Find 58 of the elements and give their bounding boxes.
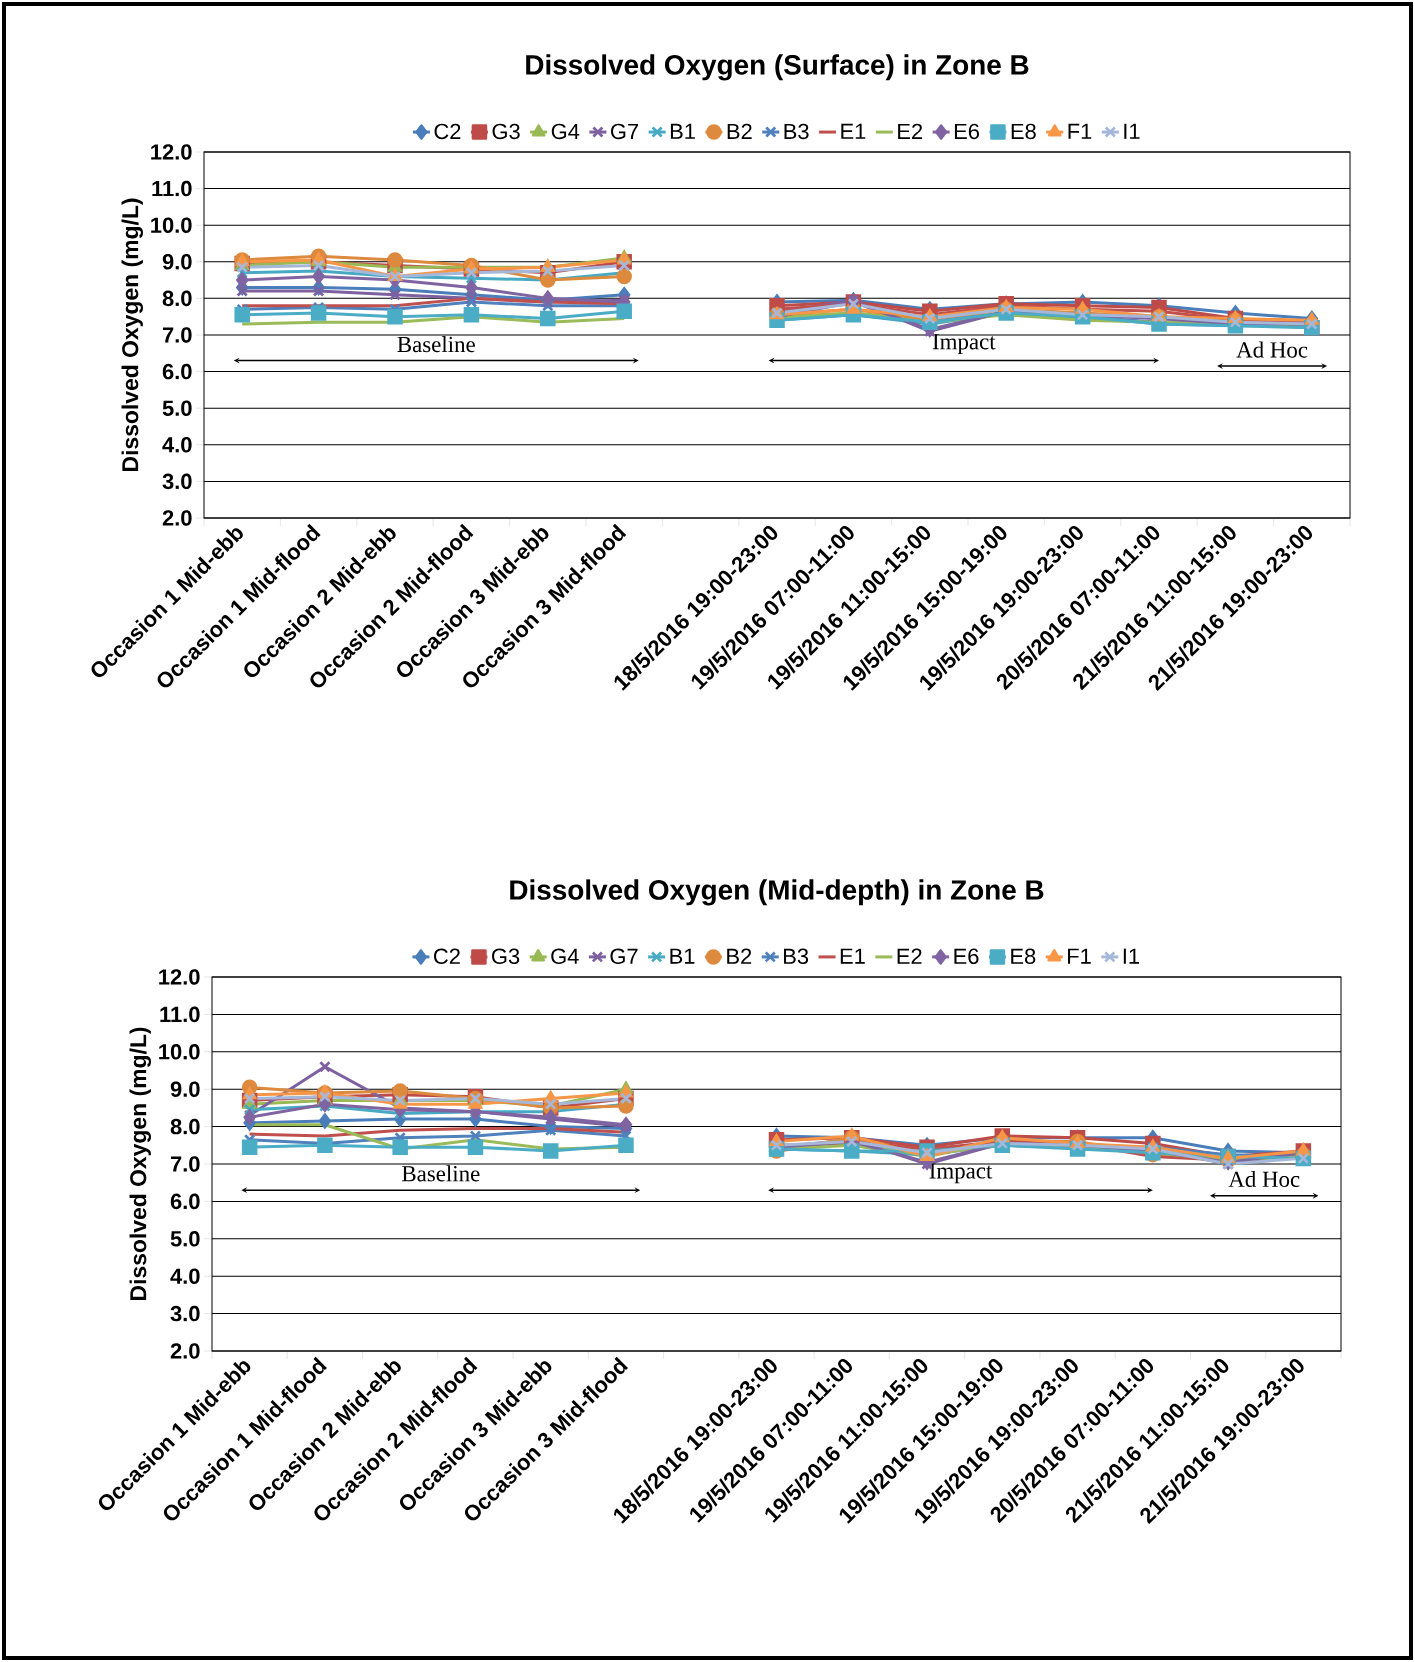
annotation: Baseline [397,336,475,353]
y-tick-label: 2.0 [162,510,192,526]
legend-label: B3 [784,123,809,140]
legend-label: E6 [954,948,979,965]
legend-label: E1 [840,948,865,964]
y-tick-label: 6.0 [162,363,192,380]
legend-label: G7 [610,948,638,965]
legend-label: E2 [898,123,923,139]
y-tick-label: 11.0 [160,1006,200,1023]
annotation: Impact [929,1163,993,1184]
y-tick-label: 11.0 [152,180,192,197]
annotation: Baseline [402,1165,480,1182]
y-tick-label: 12.0 [151,144,192,160]
legend-label: C2 [434,123,461,140]
legend-label: E6 [954,123,979,140]
y-tick-label: 3.0 [170,1305,200,1322]
annotation: Impact [932,334,996,355]
legend-label: C2 [434,948,460,965]
y-tick-label: 4.0 [170,1268,200,1284]
y-axis-title: Dissolved Oxygen (mg/L) [121,198,143,471]
legend-label: B2 [727,948,752,964]
annotation: Ad Hoc [1236,341,1308,358]
y-tick-label: 5.0 [170,1231,200,1247]
legend-label: E2 [897,948,922,964]
legend-label: G4 [551,123,580,140]
legend-label: G3 [492,123,520,140]
y-tick-label: 10.0 [159,1044,200,1060]
y-tick-label: 4.0 [162,437,192,453]
legend-label: B2 [727,123,752,139]
legend-label: G3 [492,948,520,965]
legend-label: F1 [1068,123,1092,139]
y-tick-label: 9.0 [162,254,192,270]
annotation: Ad Hoc [1228,1170,1300,1187]
y-tick-label: 8.0 [162,290,192,307]
y-tick-label: 5.0 [162,400,192,416]
legend-label: E8 [1011,948,1036,965]
legend-label: B1 [670,123,695,139]
legend-label: E8 [1011,123,1036,140]
legend-label: I1 [1123,948,1140,964]
y-tick-label: 7.0 [162,327,192,343]
y-tick-label: 10.0 [151,217,192,233]
y-tick-label: 2.0 [170,1343,200,1359]
legend-label: I1 [1124,123,1140,139]
legend-label: B1 [670,948,695,964]
chart-title: Dissolved Oxygen (Mid-depth) in Zone B [510,879,1044,906]
y-axis-title: Dissolved Oxygen (mg/L) [129,1027,151,1300]
y-tick-label: 6.0 [170,1193,200,1210]
legend-label: G7 [611,123,639,140]
y-tick-label: 12.0 [159,969,200,985]
legend-label: B3 [784,948,809,965]
legend-label: E1 [841,123,866,139]
y-tick-label: 9.0 [170,1081,200,1097]
chart-title: Dissolved Oxygen (Surface) in Zone B [526,54,1029,81]
legend-label: G4 [551,948,579,965]
legend-label: F1 [1068,948,1091,964]
y-tick-label: 7.0 [170,1156,200,1172]
y-tick-label: 3.0 [162,473,192,490]
y-tick-label: 8.0 [170,1118,200,1135]
